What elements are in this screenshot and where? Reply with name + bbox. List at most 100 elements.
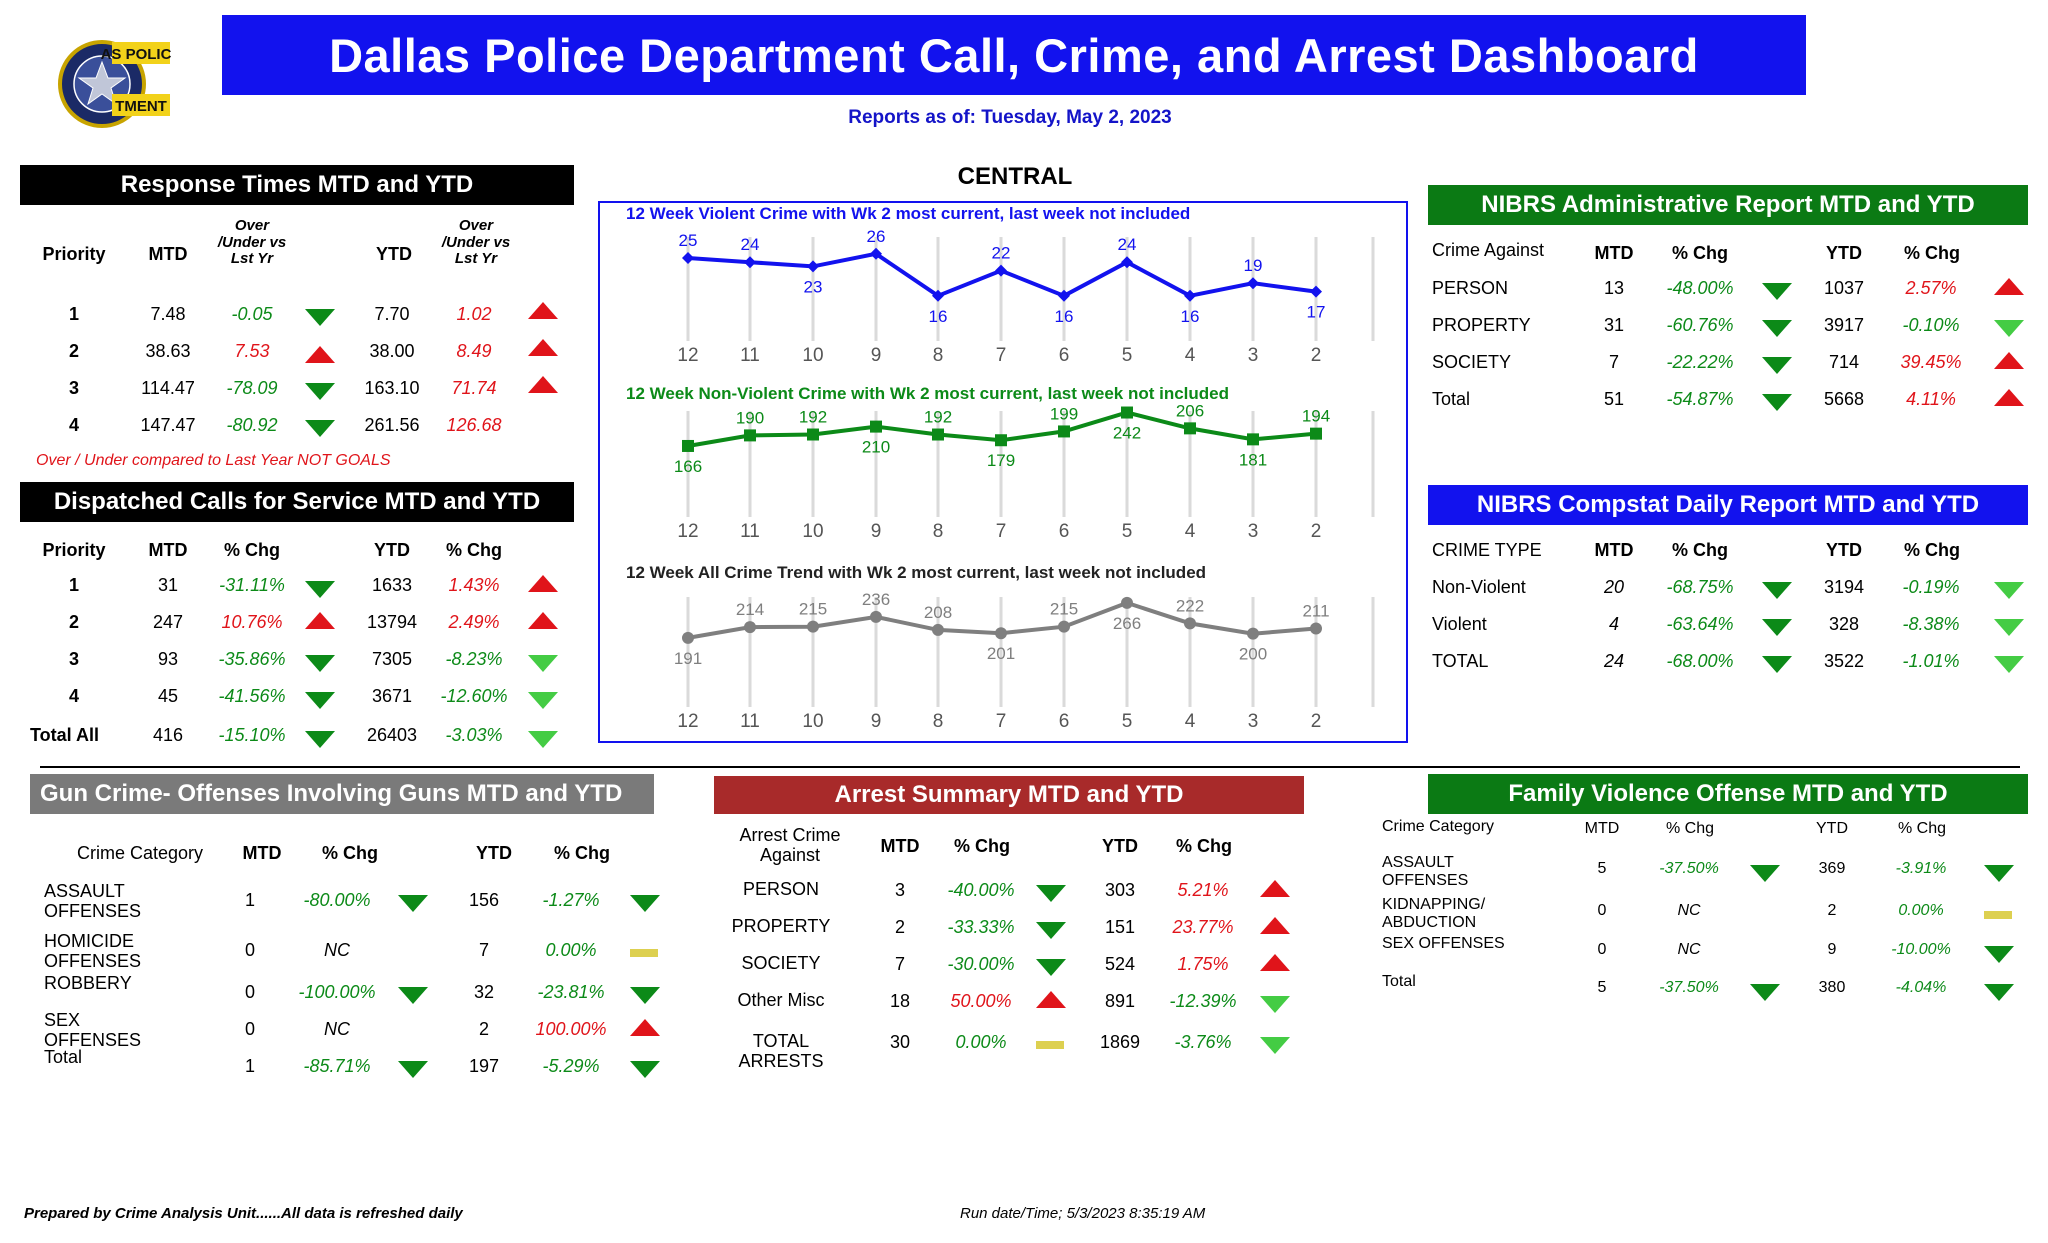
ytd-chg-cell: -8.23% — [445, 649, 503, 669]
down-arrow-icon — [1762, 394, 1792, 411]
data-label: 190 — [736, 408, 764, 427]
ytd-cell: 3671 — [371, 686, 413, 706]
up-arrow-icon — [1260, 954, 1290, 971]
mtd-chg-cell: -80.92 — [226, 415, 278, 435]
no-change-dash-icon — [630, 949, 658, 957]
tick-label: 5 — [1122, 711, 1133, 732]
mtd-cell: 38.63 — [145, 341, 191, 361]
mtd-chg-cell: 7.53 — [234, 341, 270, 361]
down-arrow-icon — [305, 692, 335, 709]
down-arrow-icon — [305, 420, 335, 437]
mtd-cell: 147.47 — [140, 415, 196, 435]
mtd-chg-cell: -31.11% — [219, 575, 285, 595]
data-point — [1184, 422, 1196, 435]
down-arrow-icon — [528, 731, 558, 748]
tick-label: 7 — [996, 521, 1007, 542]
data-label: 16 — [1055, 307, 1074, 326]
up-arrow-icon — [528, 376, 558, 393]
down-arrow-icon — [1036, 922, 1066, 939]
data-label: 194 — [1302, 407, 1330, 426]
down-arrow-icon — [398, 987, 428, 1004]
mtd-cell: 1 — [244, 1056, 255, 1076]
data-label: 192 — [799, 408, 827, 427]
row-label: ROBBERY — [44, 973, 132, 993]
mtd-chg-cell: -35.86% — [218, 649, 286, 669]
down-arrow-icon — [1984, 865, 2014, 882]
mtd-cell: 13 — [1603, 278, 1625, 298]
ytd-cell: 163.10 — [364, 378, 420, 398]
mtd-chg-cell: NC — [1677, 902, 1701, 919]
down-arrow-icon — [1994, 619, 2024, 636]
data-point — [744, 621, 756, 634]
data-point — [932, 428, 944, 441]
data-label: 214 — [736, 600, 764, 619]
data-point — [1121, 596, 1133, 609]
tick-label: 6 — [1059, 521, 1070, 542]
tick-label: 10 — [802, 521, 823, 542]
col-ytd: YTD — [1826, 540, 1862, 560]
row-label: TOTAL ARRESTS — [738, 1031, 824, 1071]
data-label: 26 — [867, 227, 886, 246]
down-arrow-icon — [1750, 865, 1780, 882]
col-mtd: MTD — [1594, 243, 1634, 263]
ytd-chg-cell: 71.74 — [451, 378, 497, 398]
down-arrow-icon — [1762, 357, 1792, 374]
ytd-chg-cell: -23.81% — [537, 982, 605, 1002]
data-point — [1310, 285, 1322, 298]
mtd-chg-cell: -63.64% — [1666, 614, 1734, 634]
tick-label: 12 — [677, 521, 698, 542]
mtd-chg-cell: -30.00% — [947, 954, 1015, 974]
row-label: SEX OFFENSES — [44, 1010, 142, 1050]
data-label: 266 — [1113, 614, 1141, 633]
data-label: 192 — [924, 408, 952, 427]
arrest-summary-title: Arrest Summary MTD and YTD — [714, 776, 1304, 814]
family-violence-title: Family Violence Offense MTD and YTD — [1428, 774, 2028, 814]
down-arrow-icon — [1762, 619, 1792, 636]
mtd-chg-cell: -33.33% — [947, 917, 1015, 937]
no-change-dash-icon — [1036, 1041, 1064, 1049]
mtd-chg-cell: -37.50% — [1659, 860, 1719, 877]
ytd-chg-cell: -1.27% — [542, 890, 600, 910]
data-label: 210 — [862, 438, 890, 457]
priority-cell: 4 — [68, 415, 79, 435]
data-label: 200 — [1239, 645, 1267, 664]
mtd-chg-cell: 50.00% — [950, 991, 1012, 1011]
col-arrest-crime-against: Arrest Crime Against — [739, 825, 841, 865]
data-label: 16 — [929, 307, 948, 326]
svg-text:AS POLICE: AS POLICE — [101, 46, 172, 63]
row-label: PROPERTY — [1432, 315, 1531, 335]
mtd-cell: 7.48 — [150, 304, 186, 324]
data-label: 199 — [1050, 404, 1078, 423]
ytd-chg-cell: 0.00% — [1898, 902, 1944, 919]
data-point — [1247, 627, 1259, 640]
data-point — [682, 439, 694, 452]
row-label: Other Misc — [737, 990, 825, 1010]
down-arrow-icon — [305, 731, 335, 748]
row-label: TOTAL — [1432, 651, 1489, 671]
row-label: PERSON — [1432, 278, 1509, 298]
down-arrow-icon — [630, 987, 660, 1004]
mtd-cell: 2 — [894, 917, 905, 937]
mtd-chg-cell: -85.71% — [303, 1056, 371, 1076]
data-point — [807, 260, 819, 273]
data-point — [932, 289, 944, 302]
ytd-chg-cell: 0.00% — [545, 940, 597, 960]
central-label: CENTRAL — [957, 163, 1073, 190]
data-point — [807, 428, 819, 441]
ytd-chg-cell: -12.39% — [1169, 991, 1237, 1011]
data-point — [1121, 406, 1133, 419]
ytd-cell: 156 — [468, 890, 500, 910]
mtd-chg-cell: -37.50% — [1659, 979, 1719, 996]
down-arrow-icon — [1750, 984, 1780, 1001]
row-label: ASSAULT OFFENSES — [44, 881, 142, 921]
col-pct-chg-mtd: % Chg — [954, 836, 1010, 856]
row-label: PERSON — [742, 879, 820, 899]
col-pct-chg-ytd: % Chg — [1904, 540, 1960, 560]
down-arrow-icon — [1762, 582, 1792, 599]
chart-title: 12 Week Violent Crime with Wk 2 most cur… — [626, 204, 1190, 223]
nibrs-admin-title: NIBRS Administrative Report MTD and YTD — [1428, 185, 2028, 225]
up-arrow-icon — [1260, 917, 1290, 934]
tick-label: 2 — [1311, 521, 1322, 542]
prepared-by-note: Prepared by Crime Analysis Unit......All… — [24, 1205, 463, 1222]
data-label: 24 — [741, 235, 760, 254]
